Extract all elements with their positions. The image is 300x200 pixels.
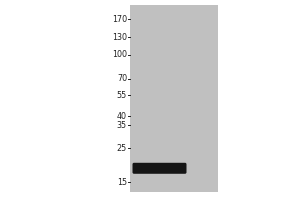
Text: 100: 100 (112, 50, 127, 59)
Text: 170: 170 (112, 15, 127, 24)
Text: 15: 15 (117, 178, 127, 187)
Bar (130, 5, 218, 192)
Text: 35: 35 (117, 121, 127, 130)
Text: 70: 70 (117, 74, 127, 83)
Text: 40: 40 (117, 112, 127, 121)
Text: 55: 55 (117, 91, 127, 100)
Text: 25: 25 (117, 144, 127, 153)
FancyBboxPatch shape (133, 163, 187, 174)
Text: 130: 130 (112, 33, 127, 42)
